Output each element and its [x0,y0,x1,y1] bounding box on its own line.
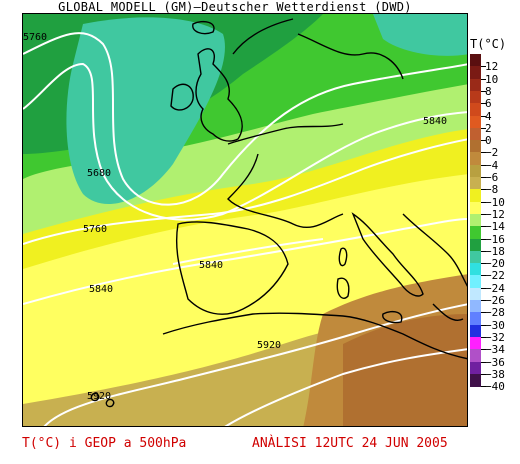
legend-tick [481,275,486,277]
legend-label: 0 [485,134,492,148]
legend-label: 4 [485,109,492,123]
legend-swatch [470,103,481,117]
legend-title: T(°C) [470,37,507,51]
legend-tick [481,226,486,228]
temperature-field [23,14,467,426]
legend-tick [481,152,486,154]
map-panel: 5760 5840 5680 5760 5840 5840 5920 5920 [22,13,468,427]
legend-swatch [470,177,481,190]
contour-label: 5760 [83,224,107,235]
coastlines [90,18,467,408]
legend-swatch [470,127,481,141]
legend-tick [481,361,486,363]
legend-label: −22 [485,269,505,283]
legend-tick [481,90,486,92]
legend-label: −14 [485,220,505,234]
legend-label: −2 [485,146,499,160]
legend-tick [481,263,486,265]
legend-tick [481,189,486,191]
variable-caption: T(°C) i GEOP a 500hPa [22,436,187,451]
legend-tick [481,66,486,68]
legend-swatch [470,226,481,240]
legend-tick [481,336,486,338]
contour-label: 5920 [257,340,281,351]
legend-tick [481,115,486,117]
legend-tick [481,140,486,142]
legend-label: −36 [485,355,505,369]
contour-label: 5680 [87,168,111,179]
legend-swatch [470,140,481,154]
legend-swatch [470,90,481,104]
legend-label: −18 [485,244,505,258]
legend-label: −10 [485,195,505,209]
contour-label: 5840 [423,116,447,127]
legend-swatch [470,201,481,215]
contour-label: 5920 [87,391,111,402]
legend-label: −26 [485,294,505,307]
legend-label: −8 [485,183,499,197]
legend-label: −6 [485,171,499,184]
legend-label: 8 [485,84,492,98]
contour-labels: 5760 5840 5680 5760 5840 5840 5920 5920 [23,32,447,402]
legend-swatch [470,373,481,387]
contour-label: 5840 [199,260,223,271]
legend-label: −40 [485,380,505,394]
analysis-time-caption: ANÀLISI 12UTC 24 JUN 2005 [252,436,448,451]
legend-tick [481,164,486,166]
legend-label: −38 [485,367,505,381]
map-title: GLOBAL MODELL (GM)–Deutscher Wetterdiens… [58,0,412,14]
legend-label: 12 [485,60,499,74]
legend-swatch [470,164,481,178]
legend-label: −30 [485,318,505,332]
legend-tick [481,373,486,375]
legend-swatch [470,250,481,264]
legend-swatch [470,115,481,129]
legend-tick [481,177,486,178]
legend-swatch [470,361,481,375]
legend-label: −28 [485,306,505,320]
legend-tick [481,213,486,215]
legend-label: −32 [485,330,505,344]
legend-swatch [470,78,481,92]
legend-label: 6 [485,97,492,111]
legend-swatch [470,300,481,313]
legend-swatch [470,349,481,363]
legend-swatch [470,263,481,277]
legend-swatch [470,152,481,166]
legend-swatch [470,238,481,252]
legend-tick [481,127,486,129]
legend-swatch [470,213,481,227]
legend-label: −34 [485,343,505,357]
legend-tick [481,103,486,105]
legend-tick [481,238,486,240]
legend-swatch [470,275,481,289]
legend-swatch [470,324,481,338]
legend-label: −24 [485,281,505,295]
legend-tick [481,201,486,203]
legend-tick [481,312,486,314]
legend-tick [481,324,486,326]
legend-tick [481,349,486,351]
legend-label: −4 [485,158,499,172]
legend-tick [481,300,486,301]
legend-swatch [470,189,481,203]
contour-label: 5840 [89,284,113,295]
legend-swatch [470,66,481,80]
legend-swatch [470,312,481,326]
legend-tick [481,386,486,388]
legend-label: −16 [485,232,505,246]
geopotential-contours [23,32,467,426]
map-canvas: 5760 5840 5680 5760 5840 5840 5920 5920 [23,14,467,426]
legend-label: −12 [485,207,505,221]
legend-swatch [470,54,481,67]
legend-label: 10 [485,72,499,86]
legend-swatch [470,336,481,350]
legend-label: −20 [485,257,505,271]
legend-tick [481,287,486,289]
legend-tick [481,250,486,252]
contour-label: 5760 [23,32,47,43]
legend-label: 2 [485,121,492,135]
legend-swatch [470,287,481,301]
legend-tick [481,78,486,80]
